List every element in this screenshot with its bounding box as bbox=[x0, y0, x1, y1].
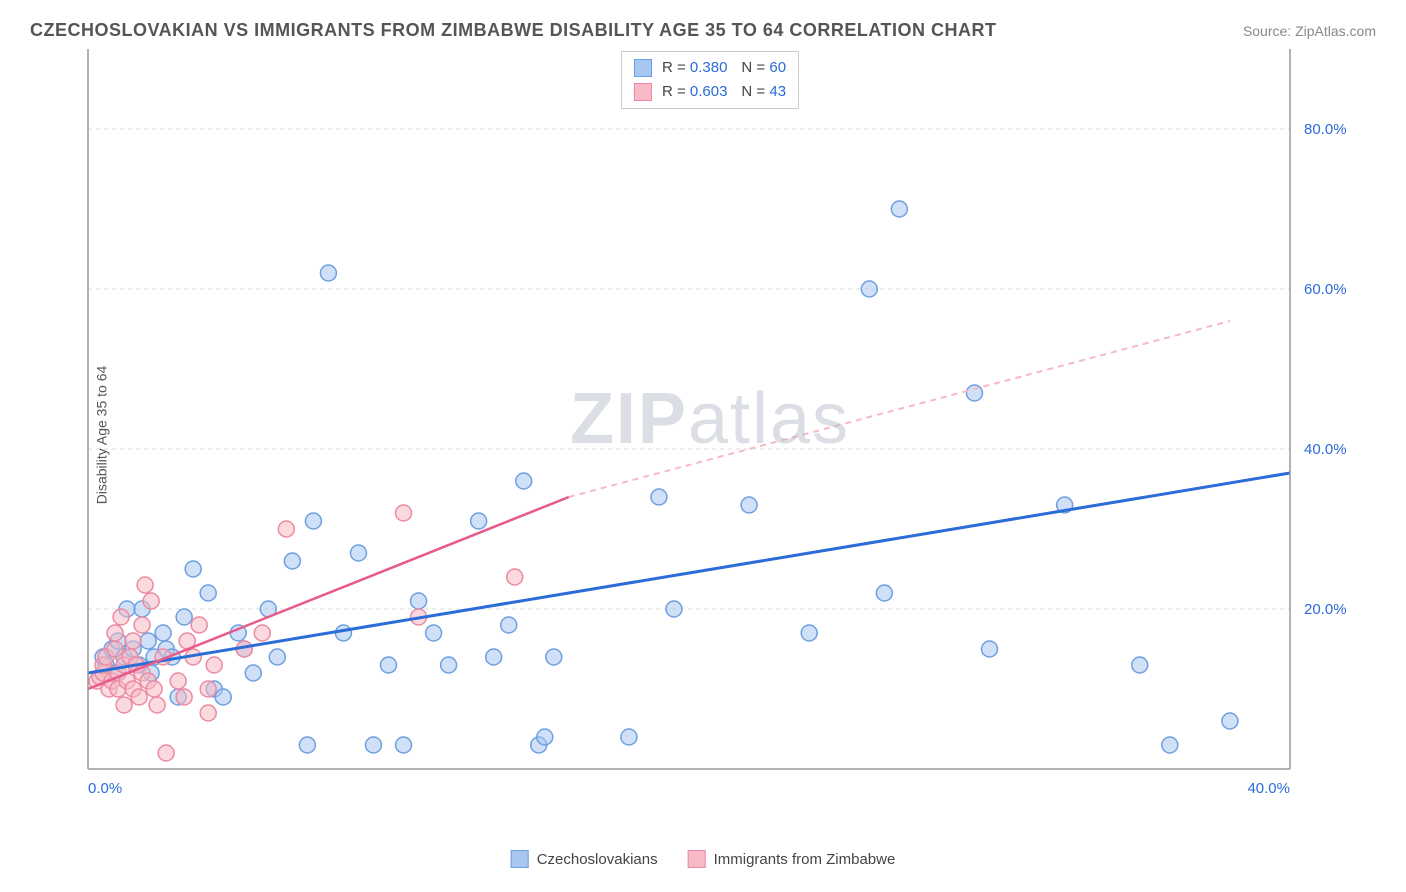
correlation-legend: R = 0.380N = 60R = 0.603N = 43 bbox=[621, 51, 799, 109]
source-label: Source: ZipAtlas.com bbox=[1243, 23, 1376, 39]
legend-item: Immigrants from Zimbabwe bbox=[688, 850, 896, 868]
chart-container: CZECHOSLOVAKIAN VS IMMIGRANTS FROM ZIMBA… bbox=[0, 0, 1406, 892]
correlation-legend-row: R = 0.603N = 43 bbox=[634, 80, 786, 104]
legend-swatch bbox=[634, 83, 652, 101]
svg-text:80.0%: 80.0% bbox=[1304, 121, 1347, 138]
svg-text:40.0%: 40.0% bbox=[1247, 780, 1290, 797]
legend-swatch bbox=[688, 850, 706, 868]
chart-title: CZECHOSLOVAKIAN VS IMMIGRANTS FROM ZIMBA… bbox=[30, 20, 997, 41]
legend-swatch bbox=[634, 59, 652, 77]
header-row: CZECHOSLOVAKIAN VS IMMIGRANTS FROM ZIMBA… bbox=[30, 20, 1376, 41]
series-legend: Czechoslovakians Immigrants from Zimbabwe bbox=[511, 850, 896, 868]
legend-swatch bbox=[511, 850, 529, 868]
scatter-plot: 20.0% 40.0% 60.0% 80.0% 0.0% 40.0% bbox=[50, 45, 1370, 825]
svg-text:0.0%: 0.0% bbox=[88, 780, 122, 797]
correlation-legend-row: R = 0.380N = 60 bbox=[634, 56, 786, 80]
legend-stats: R = 0.380N = 60 bbox=[662, 56, 786, 80]
legend-label: Immigrants from Zimbabwe bbox=[714, 851, 896, 868]
svg-text:60.0%: 60.0% bbox=[1304, 281, 1347, 298]
svg-text:20.0%: 20.0% bbox=[1304, 601, 1347, 618]
chart-area: Disability Age 35 to 64 20.0%40.0%60.0%8… bbox=[50, 45, 1370, 825]
svg-text:40.0%: 40.0% bbox=[1304, 441, 1347, 458]
legend-label: Czechoslovakians bbox=[537, 851, 658, 868]
legend-item: Czechoslovakians bbox=[511, 850, 658, 868]
legend-stats: R = 0.603N = 43 bbox=[662, 80, 786, 104]
